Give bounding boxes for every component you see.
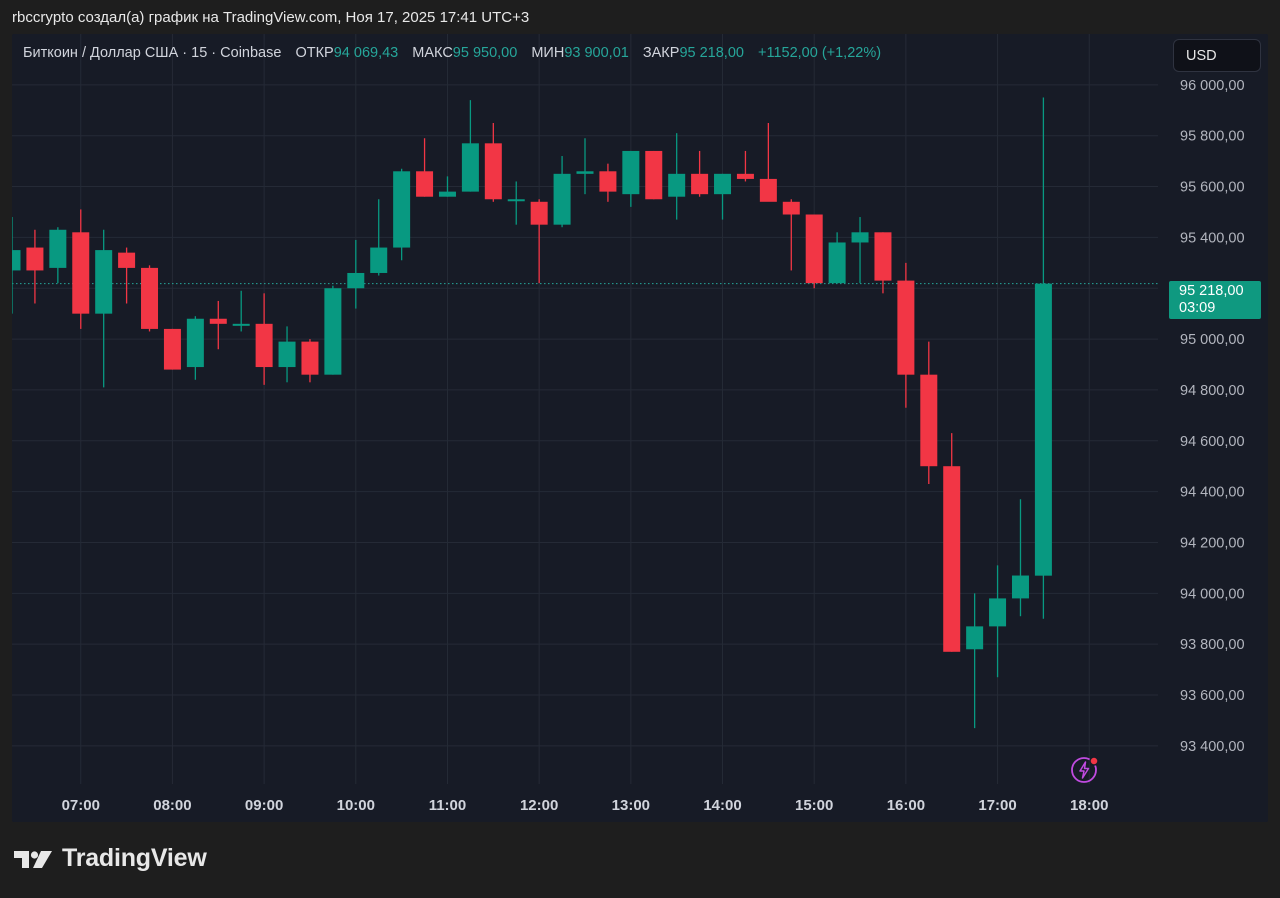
x-tick-label: 15:00 <box>795 797 833 814</box>
symbol-name[interactable]: Биткоин / Доллар США · 15 · Coinbase <box>23 45 282 61</box>
y-tick-label: 93 600,00 <box>1180 688 1245 704</box>
candle-body <box>416 171 434 197</box>
candle-body <box>966 626 984 650</box>
candle-body <box>461 143 479 192</box>
candle-body <box>255 323 273 368</box>
x-tick-label: 12:00 <box>520 797 558 814</box>
change-value: +1152,00 (+1,22%) <box>757 45 882 61</box>
candle-body <box>943 466 961 652</box>
candle-body <box>897 280 915 375</box>
candle-body <box>1034 283 1052 576</box>
candle-body <box>782 201 800 215</box>
y-tick-label: 93 400,00 <box>1180 739 1245 755</box>
candle-body <box>645 150 663 200</box>
last-price-value: 95 218,00 <box>1179 283 1244 299</box>
bar-countdown: 03:09 <box>1179 300 1216 316</box>
x-tick-label: 09:00 <box>245 797 283 814</box>
candle-body <box>691 173 709 195</box>
x-tick-label: 08:00 <box>153 797 191 814</box>
candle-body <box>920 374 938 467</box>
candle-body <box>530 201 548 225</box>
candle-body <box>347 272 365 289</box>
candle-body <box>141 267 159 329</box>
low-value: 93 900,01 <box>564 45 629 61</box>
candle-body <box>26 247 44 271</box>
candle-body <box>714 173 732 195</box>
candle-body <box>759 178 777 202</box>
symbol-legend: Биткоин / Доллар США · 15 · Coinbase ОТК… <box>23 45 891 61</box>
candle-body <box>301 341 319 375</box>
candle-body <box>49 229 67 268</box>
x-tick-label: 10:00 <box>337 797 375 814</box>
open-value: 94 069,43 <box>333 45 399 61</box>
y-tick-label: 95 800,00 <box>1180 129 1245 145</box>
candle-body <box>393 171 411 248</box>
x-tick-label: 17:00 <box>978 797 1016 814</box>
last-price-label: 95 218,00 03:09 <box>1169 281 1261 319</box>
candle-body <box>668 173 686 197</box>
y-tick-label: 94 600,00 <box>1180 434 1245 450</box>
candle-body <box>232 323 250 326</box>
flash-alert-icon[interactable] <box>1070 754 1100 784</box>
candle-body <box>163 328 181 370</box>
y-tick-label: 94 200,00 <box>1180 535 1245 551</box>
x-tick-label: 07:00 <box>62 797 100 814</box>
tradingview-logo-icon <box>14 850 52 868</box>
x-tick-label: 16:00 <box>887 797 925 814</box>
candle-body <box>209 318 227 324</box>
candle-body <box>599 171 617 192</box>
y-tick-label: 96 000,00 <box>1180 78 1245 94</box>
currency-button[interactable]: USD <box>1173 39 1261 72</box>
candle-body <box>12 250 21 271</box>
y-tick-label: 95 000,00 <box>1180 332 1245 348</box>
x-tick-label: 13:00 <box>612 797 650 814</box>
y-tick-label: 94 000,00 <box>1180 586 1245 602</box>
candle-body <box>278 341 296 368</box>
candle-body <box>736 173 754 179</box>
x-tick-label: 18:00 <box>1070 797 1108 814</box>
y-tick-label: 93 800,00 <box>1180 637 1245 653</box>
candlestick-chart[interactable]: 93 400,00 93 600,00 93 800,00 94 000,00 94 2… <box>12 34 1268 822</box>
y-tick-label: 94 800,00 <box>1180 383 1245 399</box>
candle-body <box>484 143 502 200</box>
chart-background <box>12 34 1268 822</box>
open-label: ОТКР <box>295 45 334 61</box>
chart-caption: rbccrypto создал(а) график на TradingVie… <box>12 9 530 26</box>
candle-body <box>507 199 525 202</box>
close-value: 95 218,00 <box>679 45 744 61</box>
tradingview-logo-text: TradingView <box>62 844 207 872</box>
candle-body <box>553 173 571 225</box>
candle-body <box>576 171 594 174</box>
candle-body <box>438 191 456 197</box>
candle-body <box>95 250 113 314</box>
candle-body <box>989 598 1007 627</box>
candle-body <box>118 252 136 268</box>
high-value: 95 950,00 <box>452 45 518 61</box>
candle-body <box>828 242 846 284</box>
low-label: МИН <box>531 45 565 61</box>
close-label: ЗАКР <box>642 45 680 61</box>
candle-body <box>805 214 823 284</box>
candle-body <box>324 288 342 375</box>
candle-body <box>370 247 388 273</box>
y-tick-label: 95 400,00 <box>1180 230 1245 246</box>
x-tick-label: 11:00 <box>429 797 467 814</box>
y-tick-label: 94 400,00 <box>1180 485 1245 501</box>
candle-body <box>72 232 90 314</box>
candle-body <box>622 150 640 195</box>
tradingview-logo[interactable]: TradingView <box>14 844 207 873</box>
candle-body <box>851 232 869 243</box>
candle-body <box>186 318 204 368</box>
y-tick-label: 95 600,00 <box>1180 180 1245 196</box>
candle-body <box>874 232 892 281</box>
high-label: МАКС <box>412 45 453 61</box>
chart-panel[interactable]: 93 400,00 93 600,00 93 800,00 94 000,00 94 2… <box>12 34 1268 822</box>
x-tick-label: 14:00 <box>703 797 741 814</box>
candle-body <box>1011 575 1029 599</box>
